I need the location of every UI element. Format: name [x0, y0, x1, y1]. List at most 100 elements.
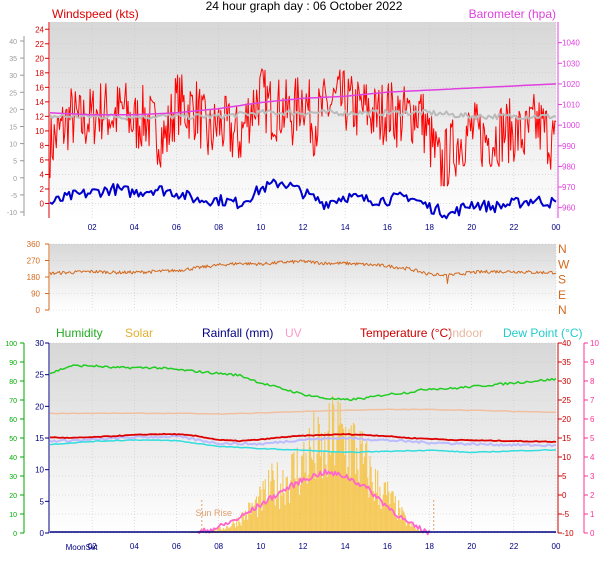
wind-x-tick-label: 14 — [341, 223, 350, 232]
uv-tick-label: 1 — [590, 510, 595, 519]
temperature-tick-label: 40 — [562, 339, 571, 348]
wind-y-tick-label: 12 — [35, 112, 44, 121]
wind-mean-line — [49, 108, 557, 121]
barometer-tick-label: 1040 — [562, 39, 580, 48]
temperature-panel: Humidity Solar Rainfall (mm) UV Temperat… — [5, 326, 599, 552]
uv-tick-label: 8 — [590, 377, 595, 386]
wind-x-tick-label: 18 — [425, 223, 434, 232]
temperature-tick-label: 15 — [562, 434, 571, 443]
temperature-ticks: 40 35 30 25 20 15 10 5 0 -5 -10 — [558, 339, 574, 538]
humidity-tick-label: 90 — [9, 360, 17, 367]
humidity-tick-label: 20 — [9, 493, 17, 500]
wind-outer-tick-label: 15 — [9, 125, 17, 132]
barometer-tick-label: 1020 — [562, 80, 580, 89]
uv-tick-label: 10 — [590, 339, 599, 348]
temperature-tick-label: 35 — [562, 358, 571, 367]
humidity-tick-label: 30 — [9, 474, 17, 481]
dew-point-line — [49, 439, 557, 454]
humidity-tick-label: 10 — [9, 512, 17, 519]
rainfall-tick-label: 15 — [35, 434, 44, 443]
graph-title: 24 hour graph day : 06 October 2022 — [206, 0, 403, 13]
rainfall-tick-label: 10 — [35, 466, 44, 475]
temperature-x-tick-label: 06 — [172, 542, 181, 551]
wind-x-tick-label: 02 — [88, 223, 97, 232]
barometer-tick-label: 1010 — [562, 101, 580, 110]
wind-y-tick-label: 4 — [40, 170, 45, 179]
direction-y-ticks: 360 270 180 90 0 — [27, 240, 49, 315]
humidity-tick-label: 60 — [9, 417, 17, 424]
wind-y-tick-label: 10 — [35, 127, 44, 136]
humidity-tick-label: 80 — [9, 379, 17, 386]
temperature-x-tick-label: 02 — [88, 542, 97, 551]
wind-y-tick-label: 6 — [40, 156, 45, 165]
uv-tick-label: 6 — [590, 415, 595, 424]
compass-label: S — [558, 273, 566, 287]
humidity-tick-label: 50 — [9, 436, 17, 443]
rainfall-tick-label: 0 — [40, 529, 45, 538]
uv-tick-label: 0 — [590, 529, 595, 538]
barometer-tick-label: 970 — [562, 183, 576, 192]
wind-outer-tick-label: 0 — [13, 176, 17, 183]
uv-tick-label: 2 — [590, 491, 595, 500]
wind-outer-tick-label: 20 — [9, 107, 17, 114]
humidity-tick-label: 40 — [9, 455, 17, 462]
wind-outer-tick-label: -5 — [11, 193, 17, 200]
temperature-x-tick-label: 10 — [256, 542, 265, 551]
humidity-tick-label: 0 — [13, 531, 17, 538]
uv-tick-label: 5 — [590, 434, 595, 443]
direction-series — [49, 259, 557, 284]
barometer-tick-label: 980 — [562, 162, 576, 171]
temperature-x-tick-label: 08 — [214, 542, 223, 551]
wind-outer-tick-label: 10 — [9, 142, 17, 149]
uv-label: UV — [285, 326, 302, 340]
temperature-x-tick-label: 22 — [509, 542, 518, 551]
temperature-series — [49, 364, 557, 536]
wind-x-tick-label: 20 — [467, 223, 476, 232]
humidity-tick-label: 70 — [9, 398, 17, 405]
temperature-tick-label: 20 — [562, 415, 571, 424]
wind-x-tick-label: 08 — [214, 223, 223, 232]
wind-x-ticks: 02 04 06 08 10 12 14 16 18 20 22 00 — [88, 223, 561, 232]
wind-outer-tick-label: 5 — [13, 159, 17, 166]
wind-x-tick-label: 22 — [509, 223, 518, 232]
indoor-label: Indoor — [449, 326, 483, 340]
barometer-line — [49, 83, 557, 116]
sun-rise-label: Sun Rise — [195, 508, 232, 518]
solar-label: Solar — [125, 326, 153, 340]
compass-label: N — [558, 303, 567, 317]
temperature-tick-label: 10 — [562, 453, 571, 462]
wind-average-line — [49, 178, 557, 220]
humidity-tick-label: 100 — [5, 341, 17, 348]
wind-outer-tick-label: -10 — [7, 210, 17, 217]
barometer-tick-label: 990 — [562, 142, 576, 151]
wind-y-tick-label: 0 — [40, 199, 45, 208]
barometer-ticks: 1040 1030 1020 1010 1000 990 980 970 960 — [558, 39, 580, 213]
direction-y-tick-label: 270 — [27, 257, 41, 266]
wind-panel: Windspeed (kts) Barometer (hpa) 24 22 20 18… — [7, 7, 580, 232]
wind-y-tick-label: 16 — [35, 83, 44, 92]
wind-outer-tick-label: 25 — [9, 90, 17, 97]
windspeed-label: Windspeed (kts) — [52, 7, 139, 21]
wind-y-tick-label: 24 — [35, 25, 44, 34]
temperature-x-tick-label: 00 — [552, 542, 561, 551]
barometer-tick-label: 1000 — [562, 121, 580, 130]
temperature-tick-label: -10 — [562, 529, 574, 538]
rainfall-tick-label: 25 — [35, 371, 44, 380]
temperature-x-tick-label: 16 — [383, 542, 392, 551]
barometer-label: Barometer (hpa) — [469, 7, 556, 21]
wind-x-tick-label: 16 — [383, 223, 392, 232]
wind-x-tick-label: 00 — [552, 223, 561, 232]
wind-grid — [50, 22, 557, 218]
temperature-tick-label: 30 — [562, 377, 571, 386]
wind-y-tick-label: 8 — [40, 141, 45, 150]
wind-outer-tick-label: 35 — [9, 56, 17, 63]
humidity-label: Humidity — [56, 326, 103, 340]
barometer-tick-label: 1030 — [562, 59, 580, 68]
compass-label: E — [558, 288, 566, 302]
rainfall-tick-label: 30 — [35, 339, 44, 348]
